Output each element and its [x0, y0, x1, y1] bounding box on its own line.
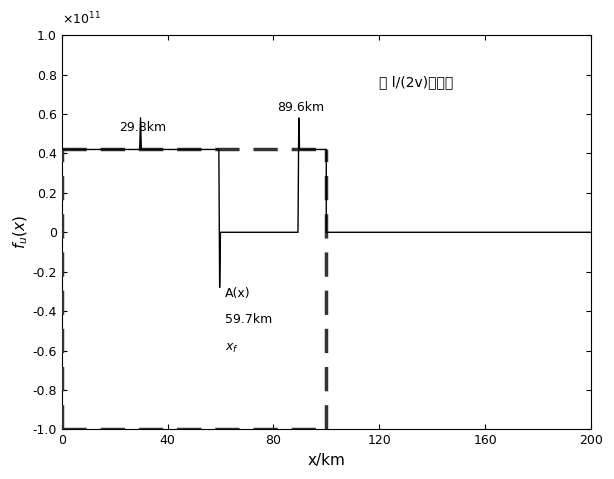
Text: 89.6km: 89.6km	[278, 101, 325, 114]
Text: A(x): A(x)	[225, 287, 251, 300]
Text: 前 l/(2v)时窗长: 前 l/(2v)时窗长	[379, 75, 454, 90]
Y-axis label: $f_u(x)$: $f_u(x)$	[11, 215, 29, 250]
X-axis label: x/km: x/km	[308, 453, 345, 468]
Text: 29.8km: 29.8km	[119, 121, 166, 134]
Text: 59.7km: 59.7km	[225, 313, 272, 326]
Text: $\times10^{11}$: $\times10^{11}$	[61, 11, 101, 27]
Text: $x_f$: $x_f$	[225, 342, 239, 354]
